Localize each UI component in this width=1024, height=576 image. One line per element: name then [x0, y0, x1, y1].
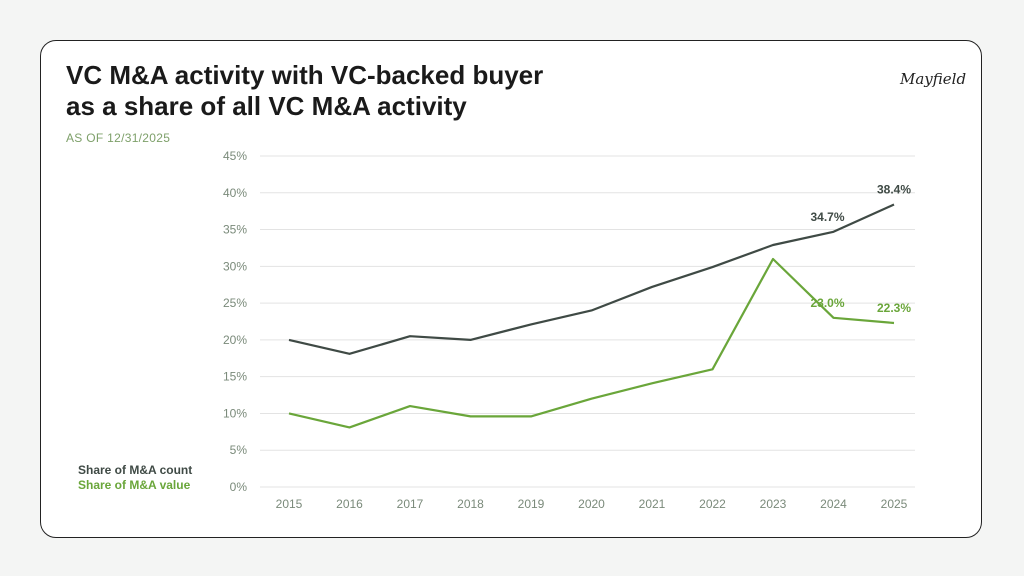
legend-count: Share of M&A count	[78, 463, 193, 477]
as-of-date: AS OF 12/31/2025	[66, 131, 171, 145]
x-tick-label: 2024	[820, 497, 847, 511]
mayfield-logo: Mayfield	[900, 70, 967, 88]
data-label: 22.3%	[877, 301, 911, 315]
x-tick-label: 2016	[336, 497, 363, 511]
y-tick-label: 40%	[223, 186, 247, 200]
chart-title: VC M&A activity with VC-backed buyer as …	[66, 60, 543, 122]
x-tick-label: 2021	[639, 497, 666, 511]
y-tick-label: 5%	[230, 443, 248, 457]
y-tick-label: 0%	[230, 480, 248, 494]
data-label: 23.0%	[810, 296, 844, 310]
data-label: 38.4%	[877, 183, 911, 197]
y-tick-label: 20%	[223, 333, 247, 347]
legend-value: Share of M&A value	[78, 478, 191, 492]
x-tick-label: 2017	[397, 497, 424, 511]
series-line-1	[288, 257, 895, 429]
y-tick-label: 25%	[223, 296, 247, 310]
legend: Share of M&A count Share of M&A value	[78, 463, 192, 493]
x-tick-label: 2018	[457, 497, 484, 511]
y-tick-label: 15%	[223, 370, 247, 384]
series-line-0	[288, 203, 895, 355]
x-tick-label: 2025	[881, 497, 908, 511]
y-tick-label: 45%	[223, 149, 247, 163]
chart-card	[40, 40, 982, 538]
x-tick-label: 2020	[578, 497, 605, 511]
x-tick-label: 2015	[276, 497, 303, 511]
y-tick-label: 10%	[223, 406, 247, 420]
x-tick-label: 2023	[760, 497, 787, 511]
x-tick-label: 2022	[699, 497, 726, 511]
y-tick-label: 35%	[223, 223, 247, 237]
title-line-1: VC M&A activity with VC-backed buyer	[66, 60, 544, 90]
data-label: 34.7%	[810, 210, 844, 224]
x-tick-label: 2019	[518, 497, 545, 511]
y-tick-label: 30%	[223, 259, 247, 273]
title-line-2: as a share of all VC M&A activity	[66, 91, 467, 121]
